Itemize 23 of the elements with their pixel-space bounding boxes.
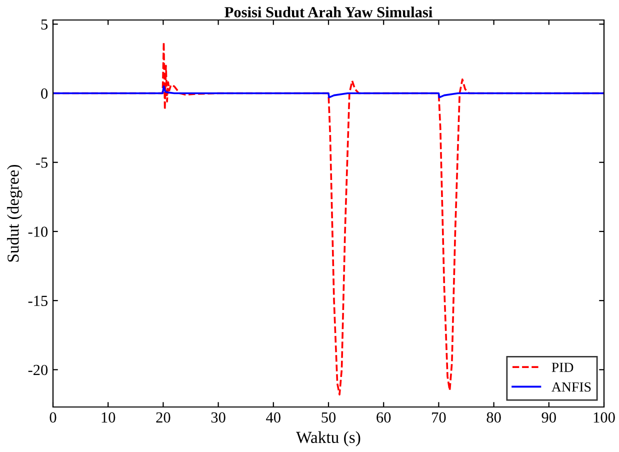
y-axis-title: Sudut (degree) [7, 164, 22, 262]
chart-title: Posisi Sudut Arah Yaw Simulasi [224, 6, 432, 18]
x-tick-label: 30 [211, 412, 226, 423]
y-tick-label: 0 [41, 88, 48, 99]
y-tick-label: -15 [28, 296, 48, 306]
x-tick-label: 60 [376, 412, 391, 423]
legend-label: ANFIS [552, 382, 591, 392]
x-tick-label: 80 [486, 412, 501, 423]
line-series [53, 85, 604, 98]
y-tick-label: -20 [28, 364, 48, 376]
x-tick-label: 0 [50, 412, 56, 423]
x-tick-label: 10 [102, 412, 116, 423]
y-tick-label: 5 [41, 19, 48, 30]
x-tick-label: 50 [322, 412, 336, 423]
x-tick-label: 90 [542, 412, 556, 423]
x-tick-label: 40 [266, 412, 280, 423]
legend-label: PID [552, 362, 574, 372]
x-axis-title: Waktu (s) [296, 431, 360, 446]
y-tick-label: -10 [28, 226, 48, 237]
x-tick-label: 70 [432, 412, 446, 423]
x-tick-label: 20 [156, 412, 170, 423]
y-tick-label: -5 [36, 158, 48, 168]
x-tick-label: 100 [594, 412, 615, 423]
